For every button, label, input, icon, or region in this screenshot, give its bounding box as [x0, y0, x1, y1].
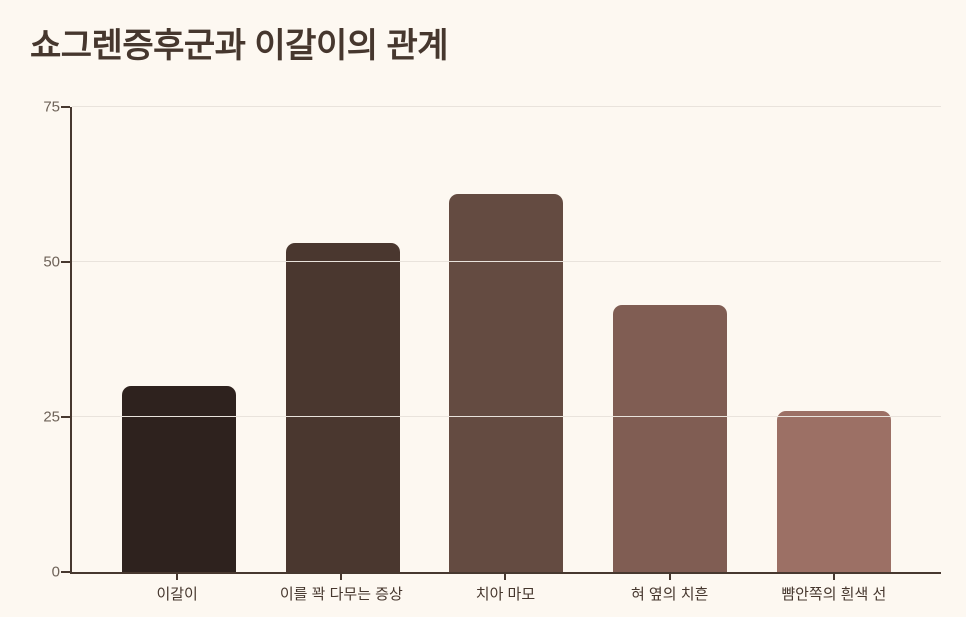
x-tick-label-2: 이를 꽉 다무는 증상: [279, 586, 403, 603]
y-tick-mark-0: [61, 571, 70, 573]
bar-4: [613, 305, 728, 572]
x-tick-cell-2: 이를 꽉 다무는 증상: [280, 574, 403, 604]
x-tick-label-5: 뺨안쪽의 흰색 선: [781, 586, 887, 603]
gridline-25: [72, 416, 941, 418]
x-tick-label-1: 이갈이: [156, 586, 198, 603]
bar-1: [121, 386, 236, 572]
y-tick-label-0: 0: [51, 563, 60, 581]
x-tick-cell-1: 이갈이: [120, 574, 234, 604]
bar-group: [72, 107, 941, 572]
y-tick-label-75: 75: [43, 98, 60, 116]
y-tick-mark-50: [61, 261, 70, 263]
x-tick-mark-5: [832, 574, 835, 580]
gridline-50: [72, 261, 941, 263]
x-tick-mark-3: [504, 574, 507, 580]
y-tick-mark-75: [61, 106, 70, 108]
bar-5: [777, 410, 892, 572]
y-tick-mark-25: [61, 416, 70, 418]
x-tick-label-4: 혀 옆의 치흔: [630, 586, 709, 603]
x-axis: 이갈이 이를 꽉 다무는 증상 치아 마모 혀 옆의 치흔 뺨안쪽의 흰색 선: [70, 574, 941, 604]
bar-3: [449, 193, 564, 572]
x-tick-mark-1: [176, 574, 179, 580]
y-tick-label-25: 25: [43, 408, 60, 426]
plot-area: [70, 106, 941, 574]
x-tick-mark-4: [668, 574, 671, 580]
x-tick-mark-2: [340, 574, 343, 580]
gridline-75: [72, 106, 941, 107]
y-tick-label-50: 50: [43, 253, 60, 271]
x-tick-cell-4: 혀 옆의 치흔: [613, 574, 727, 604]
chart-title: 쇼그렌증후군과 이갈이의 관계: [30, 27, 449, 65]
x-tick-label-3: 치아 마모: [475, 586, 536, 603]
x-tick-cell-3: 치아 마모: [448, 574, 562, 604]
x-tick-cell-5: 뺨안쪽의 흰색 선: [777, 574, 891, 604]
bar-2: [285, 243, 400, 572]
